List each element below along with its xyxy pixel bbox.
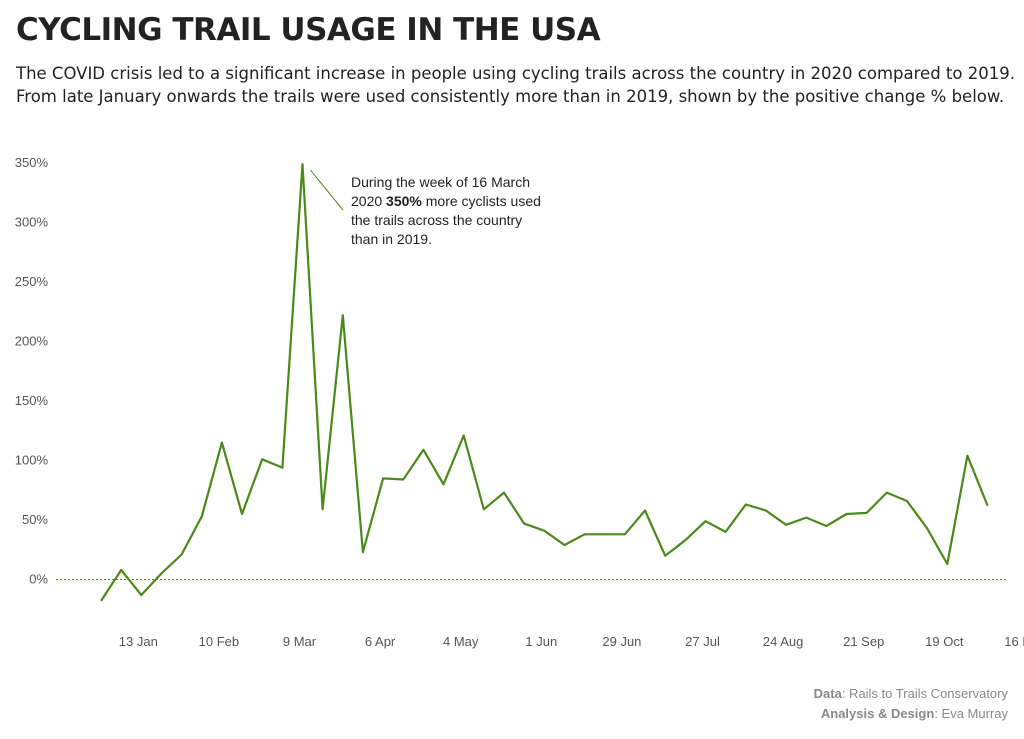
x-tick-label: 13 Jan	[119, 634, 158, 649]
credit-design: Analysis & Design: Eva Murray	[820, 706, 1008, 721]
x-tick-label: 29 Jun	[602, 634, 641, 649]
annotation-line-4: than in 2019.	[351, 231, 432, 247]
y-tick-label: 200%	[15, 334, 49, 349]
x-tick-label: 1 Jun	[525, 634, 557, 649]
annotation-leader-line	[310, 169, 344, 211]
peak-annotation: During the week of 16 March 2020 350% mo…	[351, 174, 541, 247]
x-tick-label: 6 Apr	[365, 634, 396, 649]
y-tick-label: 100%	[15, 453, 49, 468]
x-tick-label: 16 Nov	[1004, 634, 1024, 649]
y-tick-label: 250%	[15, 274, 49, 289]
y-tick-label: 50%	[22, 512, 48, 527]
x-tick-label: 19 Oct	[925, 634, 964, 649]
x-tick-label: 24 Aug	[763, 634, 804, 649]
y-tick-label: 0%	[29, 572, 48, 587]
subtitle-line-1: The COVID crisis led to a significant in…	[16, 64, 1015, 83]
subtitle-line-2: From late January onwards the trails wer…	[16, 87, 1005, 106]
x-tick-label: 9 Mar	[283, 634, 317, 649]
x-tick-label: 21 Sep	[843, 634, 884, 649]
y-tick-label: 150%	[15, 393, 49, 408]
annotation-line-1: During the week of 16 March	[351, 174, 530, 190]
credit-data: Data: Rails to Trails Conservatory	[813, 686, 1008, 701]
y-tick-label: 300%	[15, 215, 49, 230]
series-line-usage-change	[100, 163, 989, 602]
x-tick-label: 4 May	[443, 634, 479, 649]
annotation-line-3: the trails across the country	[351, 212, 522, 228]
annotation-line-2: 2020 350% more cyclists used	[351, 193, 541, 209]
x-tick-label: 27 Jul	[685, 634, 720, 649]
x-axis: 13 Jan 10 Feb 9 Mar 6 Apr 4 May 1 Jun 29 Jun 27…	[119, 634, 1024, 649]
chart-subtitle: The COVID crisis led to a significant in…	[16, 62, 1016, 108]
credits: Data: Rails to Trails Conservatory Analy…	[814, 684, 1008, 724]
y-tick-label: 350%	[15, 155, 49, 170]
x-tick-label: 10 Feb	[199, 634, 239, 649]
chart-title: CYCLING TRAIL USAGE IN THE USA	[16, 12, 601, 48]
y-axis: 0% 50% 100% 150% 200% 250% 300% 350%	[15, 155, 49, 587]
